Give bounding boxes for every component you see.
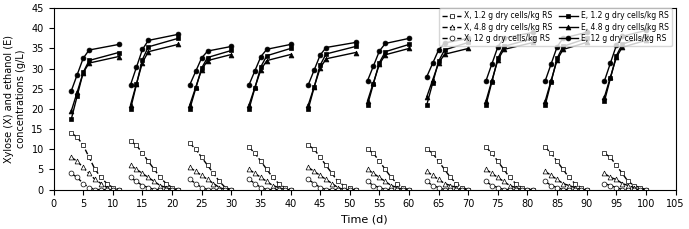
Y-axis label: Xylose (X) and ethanol (E)
concentrations (g/L): Xylose (X) and ethanol (E) concentration… xyxy=(4,35,25,163)
X-axis label: Time (d): Time (d) xyxy=(341,215,388,225)
Legend: X, 1.2 g dry cells/kg RS, X, 4.8 g dry cells/kg RS, X, 12 g dry cells/kg RS, E, : X, 1.2 g dry cells/kg RS, X, 4.8 g dry c… xyxy=(439,8,672,46)
